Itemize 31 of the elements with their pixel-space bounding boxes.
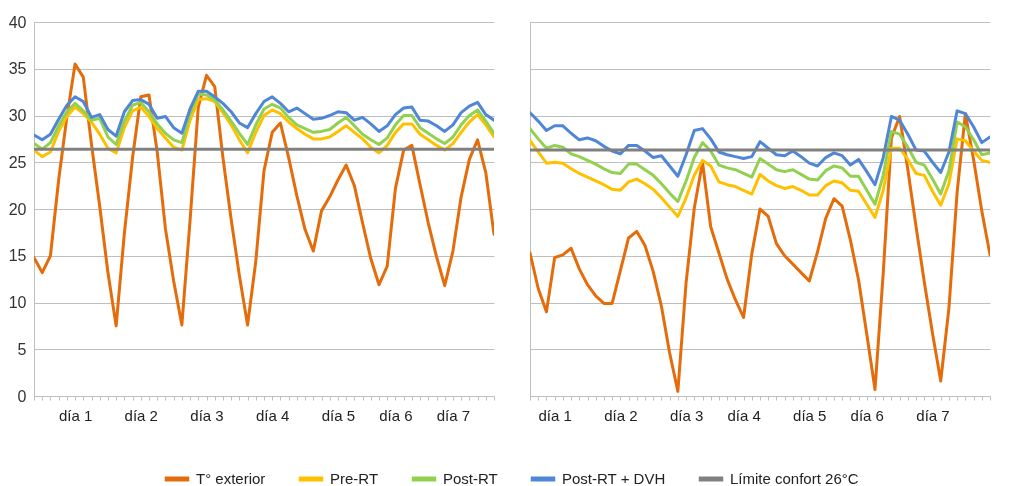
x-tick-label: día 1 bbox=[538, 406, 572, 424]
line-series bbox=[34, 62, 494, 328]
x-tick-label: día 5 bbox=[321, 406, 356, 424]
x-tick-label: día 6 bbox=[379, 406, 413, 424]
x-tick-label: día 3 bbox=[190, 406, 224, 424]
y-tick-label: 40 bbox=[8, 13, 27, 31]
line-series bbox=[34, 92, 494, 151]
y-tick-label: 5 bbox=[17, 340, 27, 358]
legend-label: Post-RT + DVH bbox=[562, 470, 666, 486]
y-tick-label: 15 bbox=[8, 247, 27, 265]
x-tick-label: día 4 bbox=[256, 406, 290, 424]
y-tick-label: 0 bbox=[17, 387, 27, 405]
legend-label: Pre-RT bbox=[330, 470, 379, 486]
x-tick-label: día 5 bbox=[793, 406, 827, 424]
legend-label: Límite confort 26°C bbox=[730, 470, 859, 486]
legend-label: T° exterior bbox=[196, 470, 266, 486]
x-tick-label: día 7 bbox=[436, 406, 471, 424]
x-tick-label: día 3 bbox=[669, 406, 704, 424]
y-tick-label: 25 bbox=[8, 153, 27, 171]
x-tick-label: día 2 bbox=[604, 406, 638, 424]
y-tick-label: 10 bbox=[8, 294, 27, 311]
x-tick-label: día 6 bbox=[850, 406, 884, 424]
line-series bbox=[34, 89, 494, 142]
x-tick-label: día 2 bbox=[124, 406, 158, 424]
legend-label: Post-RT bbox=[443, 470, 498, 486]
x-tick-label: día 4 bbox=[727, 406, 761, 424]
y-tick-label: 35 bbox=[8, 60, 27, 78]
y-tick-label: 30 bbox=[8, 107, 27, 124]
x-tick-label: día 7 bbox=[916, 406, 950, 424]
y-tick-label: 20 bbox=[8, 200, 27, 218]
x-tick-label: día 1 bbox=[58, 406, 93, 424]
